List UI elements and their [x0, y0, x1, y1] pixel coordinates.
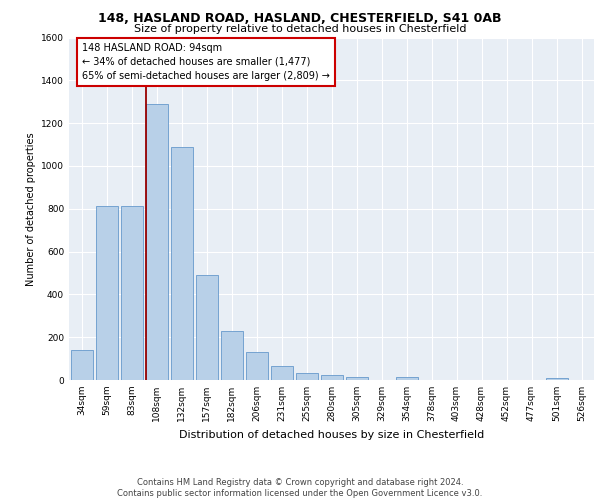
- Bar: [196, 275, 218, 380]
- Bar: [146, 104, 167, 380]
- Bar: [245, 352, 268, 380]
- Text: 148 HASLAND ROAD: 94sqm
← 34% of detached houses are smaller (1,477)
65% of semi: 148 HASLAND ROAD: 94sqm ← 34% of detache…: [82, 43, 330, 81]
- Text: Contains HM Land Registry data © Crown copyright and database right 2024.
Contai: Contains HM Land Registry data © Crown c…: [118, 478, 482, 498]
- Bar: [296, 372, 317, 380]
- Bar: [221, 331, 242, 380]
- Y-axis label: Number of detached properties: Number of detached properties: [26, 132, 35, 286]
- Bar: [121, 206, 143, 380]
- Bar: [346, 377, 367, 380]
- Text: Size of property relative to detached houses in Chesterfield: Size of property relative to detached ho…: [134, 24, 466, 34]
- Bar: [271, 366, 293, 380]
- Bar: [545, 378, 568, 380]
- Bar: [395, 377, 418, 380]
- Bar: [71, 350, 92, 380]
- Text: 148, HASLAND ROAD, HASLAND, CHESTERFIELD, S41 0AB: 148, HASLAND ROAD, HASLAND, CHESTERFIELD…: [98, 12, 502, 26]
- Bar: [170, 146, 193, 380]
- X-axis label: Distribution of detached houses by size in Chesterfield: Distribution of detached houses by size …: [179, 430, 484, 440]
- Bar: [95, 206, 118, 380]
- Bar: [320, 374, 343, 380]
